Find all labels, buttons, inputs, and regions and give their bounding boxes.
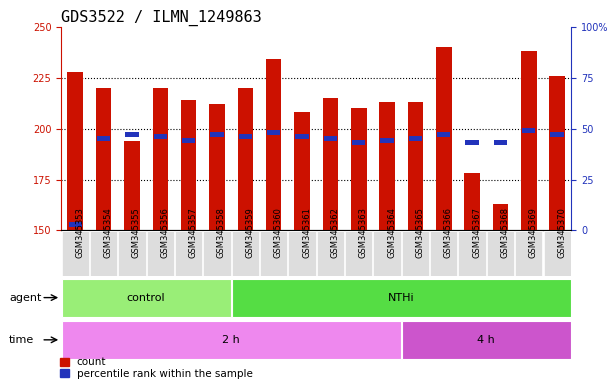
Text: 4 h: 4 h [477,335,495,345]
FancyBboxPatch shape [147,231,174,276]
Bar [96,88,111,230]
Text: GSM345361: GSM345361 [302,207,311,258]
Text: GSM345355: GSM345355 [132,207,141,258]
Bar [124,141,140,230]
Bar [97,136,110,141]
FancyBboxPatch shape [316,231,344,276]
Bar [239,134,252,139]
FancyBboxPatch shape [373,231,401,276]
Bar [549,76,565,230]
FancyBboxPatch shape [62,231,89,276]
Bar [68,222,82,227]
Bar [436,47,452,230]
FancyBboxPatch shape [119,231,145,276]
Bar [153,88,168,230]
Text: GSM345357: GSM345357 [189,207,197,258]
Text: GSM345359: GSM345359 [246,207,254,258]
Bar [466,140,478,146]
FancyBboxPatch shape [345,231,372,276]
Bar [267,130,280,135]
Text: GSM345360: GSM345360 [274,207,283,258]
Bar [324,136,337,141]
Bar [492,204,508,230]
FancyBboxPatch shape [260,231,287,276]
FancyBboxPatch shape [430,231,458,276]
Text: GSM345356: GSM345356 [160,207,169,258]
Text: time: time [9,335,34,345]
FancyBboxPatch shape [175,231,202,276]
Bar [323,98,338,230]
FancyBboxPatch shape [288,231,316,276]
Bar [181,100,197,230]
FancyBboxPatch shape [402,321,571,359]
Text: 2 h: 2 h [222,335,240,345]
FancyBboxPatch shape [232,231,259,276]
FancyBboxPatch shape [90,231,117,276]
FancyBboxPatch shape [487,231,514,276]
Bar [154,134,167,139]
Bar [266,60,282,230]
Bar [182,138,196,143]
Legend: count, percentile rank within the sample: count, percentile rank within the sample [60,357,253,379]
Bar [379,102,395,230]
FancyBboxPatch shape [203,231,230,276]
Bar [551,132,564,137]
Text: GSM345364: GSM345364 [387,207,396,258]
Bar [522,128,535,133]
Text: GSM345368: GSM345368 [500,207,510,258]
Text: GSM345367: GSM345367 [472,207,481,258]
FancyBboxPatch shape [544,231,571,276]
Bar [295,134,309,139]
Bar [238,88,253,230]
Text: GSM345363: GSM345363 [359,207,368,258]
Bar [521,51,536,230]
Bar [494,140,507,146]
Bar [408,102,423,230]
Bar [210,132,224,137]
Bar [67,72,83,230]
FancyBboxPatch shape [232,279,571,316]
FancyBboxPatch shape [458,231,486,276]
Text: GSM345365: GSM345365 [415,207,425,258]
Bar [437,132,450,137]
Text: GSM345354: GSM345354 [104,207,112,258]
Text: agent: agent [9,293,42,303]
Bar [409,136,422,141]
Bar [351,108,367,230]
Bar [464,174,480,230]
Bar [209,104,225,230]
FancyBboxPatch shape [402,231,429,276]
Text: GDS3522 / ILMN_1249863: GDS3522 / ILMN_1249863 [61,9,262,25]
Text: control: control [127,293,166,303]
Text: GSM345369: GSM345369 [529,207,538,258]
Text: GSM345353: GSM345353 [75,207,84,258]
Bar [352,140,365,146]
Text: GSM345358: GSM345358 [217,207,226,258]
Text: GSM345362: GSM345362 [331,207,339,258]
FancyBboxPatch shape [62,279,230,316]
Bar [295,113,310,230]
FancyBboxPatch shape [62,321,401,359]
Text: GSM345370: GSM345370 [557,207,566,258]
Text: GSM345366: GSM345366 [444,207,453,258]
FancyBboxPatch shape [515,231,543,276]
Text: NTHi: NTHi [388,293,414,303]
Bar [125,132,139,137]
Bar [381,138,393,143]
